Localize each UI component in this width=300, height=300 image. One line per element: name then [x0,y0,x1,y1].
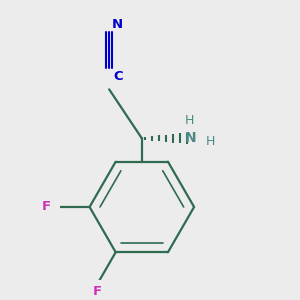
Text: C: C [113,70,123,83]
Text: H: H [206,135,215,148]
Text: N: N [185,131,196,146]
Text: F: F [42,200,51,214]
Text: F: F [93,285,102,298]
Text: H: H [184,114,194,127]
Text: N: N [112,17,123,31]
